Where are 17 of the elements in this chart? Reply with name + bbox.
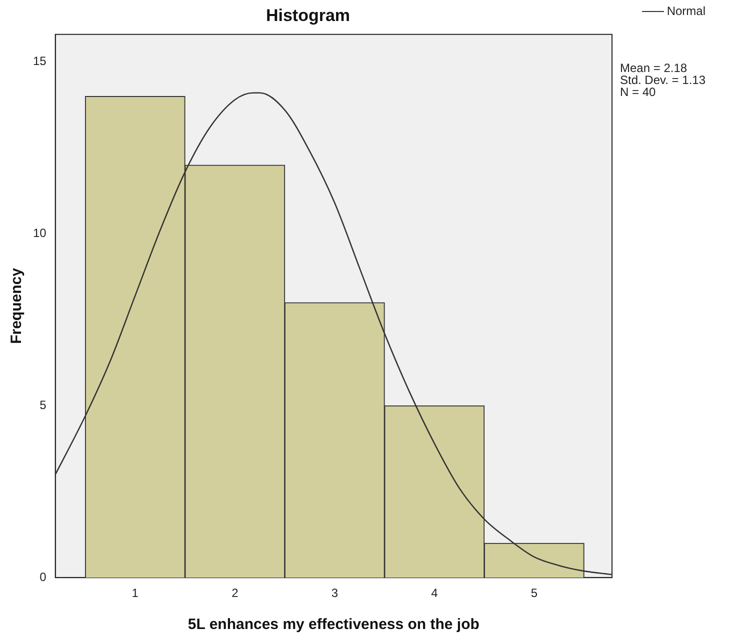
x-tick-label: 4 xyxy=(431,586,438,600)
y-tick-label: 10 xyxy=(32,226,47,240)
x-tick-label: 3 xyxy=(331,586,338,600)
y-tick-label: 15 xyxy=(32,54,47,68)
y-axis-title: Frequency xyxy=(8,267,26,344)
x-tick-label: 1 xyxy=(132,586,139,600)
y-tick-label: 5 xyxy=(40,398,47,412)
x-tick-label: 5 xyxy=(530,586,538,600)
y-tick-label: 0 xyxy=(40,570,47,584)
text: Std. Dev. = 1.13 xyxy=(620,73,706,87)
text: Mean = 2.18 xyxy=(620,61,688,75)
x-axis-title: 5L enhances my effectiveness on the job xyxy=(188,616,480,634)
text: N = 40 xyxy=(620,85,657,99)
chart-title: Histogram xyxy=(266,6,350,25)
line-series xyxy=(55,92,612,576)
legend-label: Normal xyxy=(666,4,706,18)
x-tick-label: 2 xyxy=(232,586,239,600)
